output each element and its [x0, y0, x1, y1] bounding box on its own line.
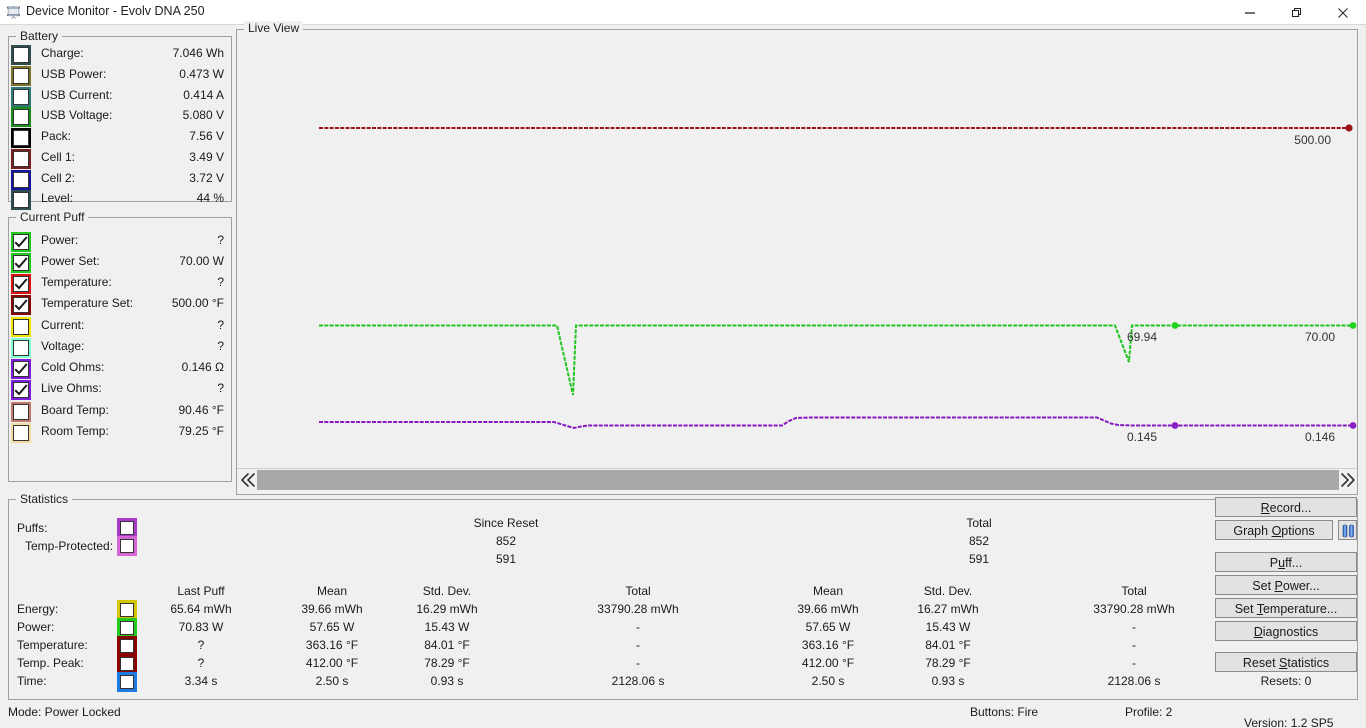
- svg-text:70.00: 70.00: [1305, 330, 1335, 344]
- svg-text:0.146: 0.146: [1305, 430, 1335, 444]
- svg-text:69.94: 69.94: [1127, 330, 1157, 344]
- svg-text:0.145: 0.145: [1127, 430, 1157, 444]
- svg-text:500.00: 500.00: [1294, 133, 1331, 147]
